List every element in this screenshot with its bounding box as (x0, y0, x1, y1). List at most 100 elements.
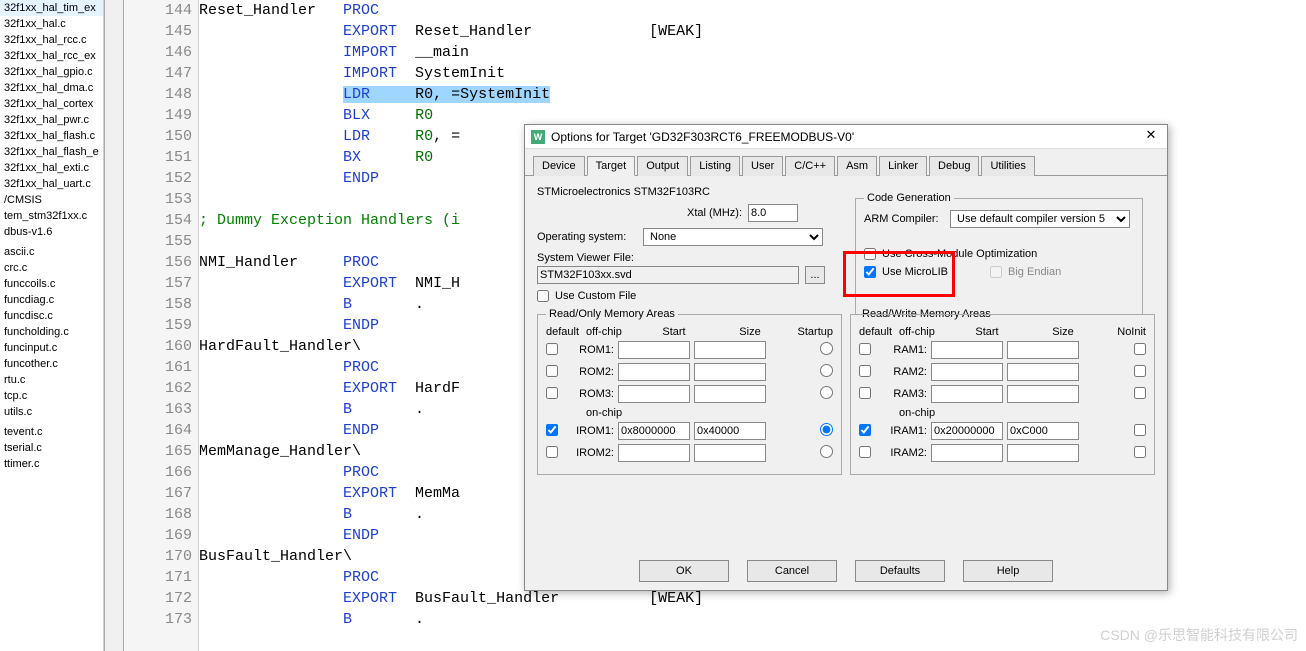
close-icon[interactable]: ✕ (1141, 127, 1161, 147)
sidebar-item[interactable]: funccoils.c (0, 276, 103, 292)
mem-default-checkbox[interactable] (546, 343, 558, 355)
mem-startup-radio[interactable] (820, 386, 833, 399)
splitter[interactable] (104, 0, 124, 651)
bigendian-label: Big Endian (1008, 266, 1061, 278)
sidebar-item[interactable]: 32f1xx_hal_cortex (0, 96, 103, 112)
mem-start-input[interactable] (618, 363, 690, 381)
mem-size-input[interactable] (694, 444, 766, 462)
sidebar-item[interactable]: 32f1xx_hal_uart.c (0, 176, 103, 192)
sidebar-item[interactable]: crc.c (0, 260, 103, 276)
sidebar-item[interactable]: rtu.c (0, 372, 103, 388)
mem-noinit-checkbox[interactable] (1134, 424, 1146, 436)
sidebar-item[interactable]: 32f1xx_hal_dma.c (0, 80, 103, 96)
mem-size-input[interactable] (694, 341, 766, 359)
tab-debug[interactable]: Debug (929, 156, 979, 176)
device-name-label: STMicroelectronics STM32F103RC (537, 186, 710, 198)
mem-startup-radio[interactable] (820, 342, 833, 355)
sidebar-item[interactable]: tevent.c (0, 424, 103, 440)
tab-listing[interactable]: Listing (690, 156, 740, 176)
svd-input[interactable] (537, 266, 799, 284)
mem-start-input[interactable] (931, 363, 1003, 381)
defaults-button[interactable]: Defaults (855, 560, 945, 582)
mem-default-checkbox[interactable] (859, 446, 871, 458)
sidebar-item[interactable]: funcholding.c (0, 324, 103, 340)
sidebar-item[interactable]: 32f1xx_hal_flash_e (0, 144, 103, 160)
cancel-button[interactable]: Cancel (747, 560, 837, 582)
mem-startup-radio[interactable] (820, 445, 833, 458)
line-gutter: 1441451461471481491501511521531541551561… (124, 0, 199, 651)
dialog-titlebar[interactable]: W Options for Target 'GD32F303RCT6_FREEM… (525, 125, 1167, 149)
sidebar-item[interactable]: funcdisc.c (0, 308, 103, 324)
sidebar-item[interactable]: 32f1xx_hal_gpio.c (0, 64, 103, 80)
tab-device[interactable]: Device (533, 156, 585, 176)
mem-default-checkbox[interactable] (546, 446, 558, 458)
mem-noinit-checkbox[interactable] (1134, 365, 1146, 377)
mem-noinit-checkbox[interactable] (1134, 446, 1146, 458)
mem-default-checkbox[interactable] (546, 365, 558, 377)
sidebar-item[interactable]: 32f1xx_hal_rcc_ex (0, 48, 103, 64)
mem-default-checkbox[interactable] (859, 387, 871, 399)
mem-default-checkbox[interactable] (859, 343, 871, 355)
tab-asm[interactable]: Asm (837, 156, 877, 176)
sidebar-item[interactable]: dbus-v1.6 (0, 224, 103, 240)
help-button[interactable]: Help (963, 560, 1053, 582)
mem-size-input[interactable] (694, 363, 766, 381)
mem-startup-radio[interactable] (820, 423, 833, 436)
mem-size-input[interactable] (694, 422, 766, 440)
mem-size-input[interactable] (1007, 422, 1079, 440)
mem-start-input[interactable] (931, 385, 1003, 403)
sidebar-item[interactable]: 32f1xx_hal_exti.c (0, 160, 103, 176)
svd-browse-button[interactable]: ... (805, 266, 825, 284)
mem-start-input[interactable] (931, 444, 1003, 462)
tab-target[interactable]: Target (587, 156, 636, 176)
sidebar-item[interactable]: funcinput.c (0, 340, 103, 356)
custom-file-label: Use Custom File (555, 290, 636, 302)
mem-size-input[interactable] (1007, 444, 1079, 462)
ok-button[interactable]: OK (639, 560, 729, 582)
sidebar-item[interactable]: ascii.c (0, 244, 103, 260)
sidebar-item[interactable]: 32f1xx_hal.c (0, 16, 103, 32)
sidebar-item[interactable]: ttimer.c (0, 456, 103, 472)
bigendian-checkbox (990, 266, 1002, 278)
sidebar-item[interactable]: /CMSIS (0, 192, 103, 208)
sidebar-item[interactable]: 32f1xx_hal_flash.c (0, 128, 103, 144)
tab-c/c++[interactable]: C/C++ (785, 156, 835, 176)
mem-size-input[interactable] (1007, 341, 1079, 359)
mem-start-input[interactable] (618, 341, 690, 359)
mem-noinit-checkbox[interactable] (1134, 387, 1146, 399)
mem-startup-radio[interactable] (820, 364, 833, 377)
sidebar-item[interactable]: 32f1xx_hal_pwr.c (0, 112, 103, 128)
mem-size-input[interactable] (1007, 385, 1079, 403)
tab-output[interactable]: Output (637, 156, 688, 176)
sidebar-item[interactable]: tcp.c (0, 388, 103, 404)
mem-default-checkbox[interactable] (859, 365, 871, 377)
custom-file-checkbox[interactable] (537, 290, 549, 302)
tab-utilities[interactable]: Utilities (981, 156, 1034, 176)
arm-compiler-select[interactable]: Use default compiler version 5 (950, 210, 1130, 228)
sidebar-item[interactable]: utils.c (0, 404, 103, 420)
sidebar-item[interactable]: funcdiag.c (0, 292, 103, 308)
sidebar-item[interactable]: tem_stm32f1xx.c (0, 208, 103, 224)
tab-user[interactable]: User (742, 156, 783, 176)
sidebar-item[interactable]: 32f1xx_hal_rcc.c (0, 32, 103, 48)
microlib-checkbox[interactable] (864, 266, 876, 278)
sidebar-item[interactable]: funcother.c (0, 356, 103, 372)
mem-default-checkbox[interactable] (859, 424, 871, 436)
tab-linker[interactable]: Linker (879, 156, 927, 176)
os-select[interactable]: None (643, 228, 823, 246)
mem-size-input[interactable] (1007, 363, 1079, 381)
mem-noinit-checkbox[interactable] (1134, 343, 1146, 355)
mem-start-input[interactable] (931, 341, 1003, 359)
mem-default-checkbox[interactable] (546, 387, 558, 399)
xtal-input[interactable] (748, 204, 798, 222)
sidebar-item[interactable]: tserial.c (0, 440, 103, 456)
mem-start-input[interactable] (618, 422, 690, 440)
mem-start-input[interactable] (618, 444, 690, 462)
codegen-legend: Code Generation (864, 192, 954, 204)
crossmodule-checkbox[interactable] (864, 248, 876, 260)
mem-size-input[interactable] (694, 385, 766, 403)
mem-start-input[interactable] (618, 385, 690, 403)
mem-default-checkbox[interactable] (546, 424, 558, 436)
mem-start-input[interactable] (931, 422, 1003, 440)
sidebar-item[interactable]: 32f1xx_hal_tim_ex (0, 0, 103, 16)
